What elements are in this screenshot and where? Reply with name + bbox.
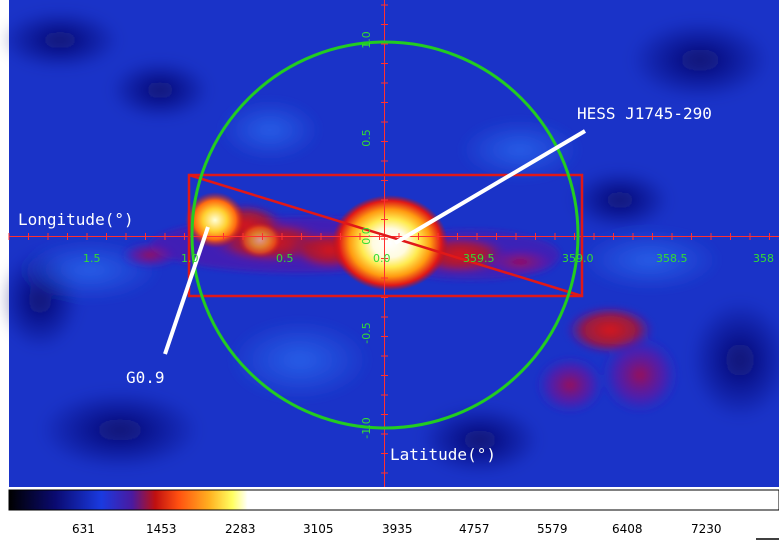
sky-map <box>0 0 779 487</box>
lat-tick-label: 0.5 <box>360 129 373 147</box>
colorbar: 631 1453 2283 3105 3935 4757 5579 6408 7… <box>8 489 779 540</box>
colorbar-tick-label: 6408 <box>612 522 643 536</box>
lat-tick-label: -1.0 <box>360 417 373 438</box>
hess-pointer-line <box>393 129 587 245</box>
latitude-axis-label: Latitude(°) <box>390 445 496 464</box>
colorbar-tick-label: 5579 <box>537 522 568 536</box>
lat-tick-label: -0.5 <box>360 322 373 343</box>
g09-source-label: G0.9 <box>126 368 165 387</box>
analysis-box-region <box>187 173 584 298</box>
lon-tick-label: 359.0 <box>562 252 594 265</box>
circle-region <box>190 40 580 430</box>
latitude-tick-labels: 1.0 0.5 0.0 -0.5 -1.0 <box>360 31 373 438</box>
lon-tick-label: 358 <box>753 252 774 265</box>
colorbar-tick-label: 4757 <box>459 522 490 536</box>
colorbar-tick-label: 2283 <box>225 522 256 536</box>
colorbar-tick-label: 631 <box>72 522 95 536</box>
lon-tick-label: 0.0 <box>373 252 391 265</box>
g09-source <box>185 192 245 248</box>
colorbar-gradient <box>8 489 779 511</box>
colorbar-tick-label: 3105 <box>303 522 334 536</box>
longitude-axis-label: Longitude(°) <box>18 210 134 229</box>
lat-tick-label: 0.0 <box>360 227 373 245</box>
colorbar-tick-label: 3935 <box>382 522 413 536</box>
lon-tick-label: 1.0 <box>181 252 199 265</box>
colorbar-tick-label: 7230 <box>691 522 722 536</box>
lat-tick-label: 1.0 <box>360 31 373 49</box>
lon-tick-label: 1.5 <box>83 252 101 265</box>
lon-tick-label: 358.5 <box>656 252 688 265</box>
colorbar-tick-label: 1453 <box>146 522 177 536</box>
colorbar-tick-labels: 631 1453 2283 3105 3935 4757 5579 6408 7… <box>72 522 722 536</box>
longitude-tick-labels: 1.5 1.0 0.5 0.0 359.5 359.0 358.5 358 <box>83 252 774 265</box>
lon-tick-label: 0.5 <box>276 252 294 265</box>
galactic-center-source <box>332 195 448 291</box>
g09-pointer-line <box>163 226 210 355</box>
lon-tick-label: 359.5 <box>463 252 495 265</box>
hess-source-label: HESS J1745-290 <box>577 104 712 123</box>
